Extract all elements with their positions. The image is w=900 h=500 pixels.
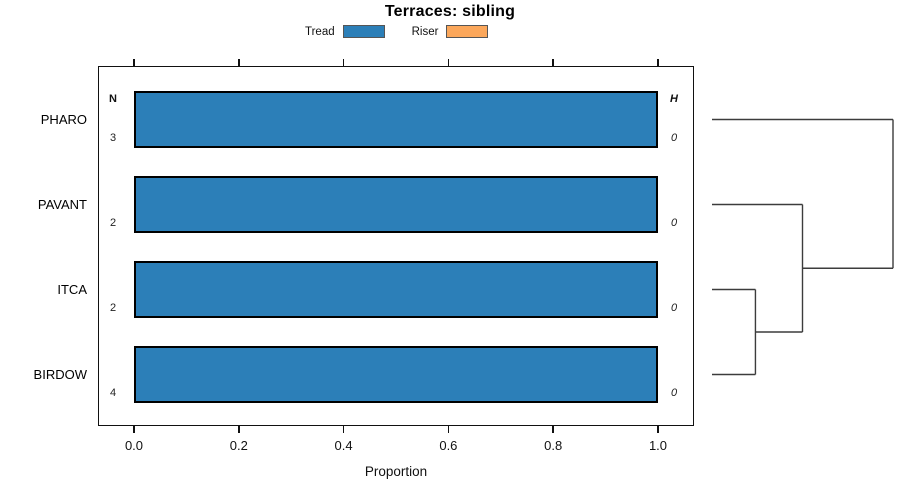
x-axis-tick-label: 0.2 [229,438,248,453]
x-axis-tick-label: 0.8 [544,438,563,453]
bar-tread [134,346,658,403]
h-column-header: H [670,93,678,105]
h-value: 0 [670,217,678,229]
n-value: 2 [109,302,117,314]
x-axis-bottom-tick [133,426,135,433]
h-value: 0 [670,302,678,314]
x-axis-top-tick [552,59,554,66]
n-value: 3 [109,132,117,144]
x-axis-bottom-tick [238,426,240,433]
h-value: 0 [670,387,678,399]
category-label: PAVANT [37,196,87,212]
x-axis-tick-label: 0.0 [124,438,144,453]
x-axis-title: Proportion [364,464,428,479]
legend-swatch-riser [446,25,489,38]
legend: Tread Riser [305,25,489,38]
x-axis-top-tick [342,59,345,66]
category-label: ITCA [57,281,87,297]
bar-tread [134,261,658,318]
x-axis-top-tick [447,59,450,66]
x-axis-bottom-tick [342,426,345,433]
n-value: 4 [109,387,117,399]
h-value: 0 [670,132,678,144]
x-axis-bottom-tick [657,426,659,433]
legend-item-tread: Tread [305,25,385,38]
legend-label-tread: Tread [305,25,335,38]
x-axis-bottom-tick [552,426,554,433]
legend-item-riser: Riser [412,25,489,38]
x-axis-top-tick [238,59,240,66]
x-axis-tick-label: 0.4 [334,438,353,453]
n-column-header: N [109,93,117,105]
dendrogram [712,118,894,376]
x-axis-tick-label: 0.6 [439,438,458,453]
bar-tread [134,91,658,148]
bar-tread [134,176,658,233]
n-value: 2 [109,217,117,229]
category-label: BIRDOW [33,366,87,382]
x-axis-top-tick [133,59,135,66]
x-axis-top-tick [657,59,659,66]
legend-swatch-tread [342,25,385,38]
x-axis-bottom-tick [447,426,450,433]
chart-title: Terraces: sibling [384,3,516,20]
legend-label-riser: Riser [411,25,439,38]
category-label: PHARO [40,111,87,127]
x-axis-tick-label: 1.0 [648,438,668,453]
